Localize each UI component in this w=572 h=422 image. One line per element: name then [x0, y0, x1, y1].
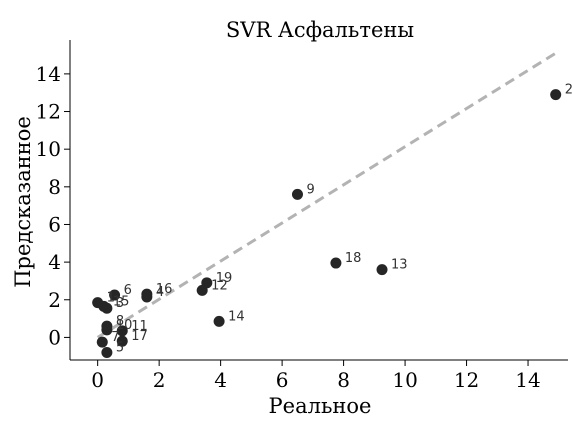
y-tick-label: 0 — [48, 325, 61, 349]
reference-line-layer — [96, 51, 557, 339]
y-tick-label: 6 — [48, 212, 61, 236]
y-tick-label: 2 — [48, 288, 61, 312]
data-point-2 — [550, 89, 562, 101]
point-label-2: 2 — [565, 83, 572, 98]
point-label-5: 5 — [116, 340, 124, 355]
point-label-11: 11 — [131, 319, 148, 334]
data-point-6 — [109, 289, 121, 301]
point-label-15: 15 — [113, 294, 130, 309]
x-tick-label: 12 — [454, 368, 479, 392]
x-tick-label: 14 — [515, 368, 540, 392]
data-point-5 — [101, 346, 113, 358]
data-point-14 — [213, 315, 225, 327]
x-tick-label: 0 — [91, 368, 104, 392]
point-label-4: 4 — [156, 285, 164, 300]
data-point-17 — [116, 335, 128, 347]
data-point-10 — [101, 324, 113, 336]
x-tick-label: 6 — [276, 368, 289, 392]
point-label-8: 8 — [116, 314, 124, 329]
x-axis-label: Реальное — [269, 394, 372, 418]
x-tick-label: 2 — [153, 368, 166, 392]
x-tick-label: 8 — [337, 368, 350, 392]
point-label-12: 12 — [211, 278, 228, 293]
point-label-3: 3 — [116, 296, 124, 311]
data-point-13 — [376, 264, 388, 276]
data-point-11 — [116, 325, 128, 337]
point-label-10: 10 — [116, 318, 133, 333]
points-layer — [92, 89, 562, 358]
y-tick-label: 14 — [36, 62, 61, 86]
point-label-14: 14 — [228, 309, 245, 324]
point-label-19: 19 — [216, 271, 233, 286]
point-label-1: 1 — [107, 291, 115, 306]
y-tick-label: 4 — [48, 250, 61, 274]
point-label-16: 16 — [156, 282, 173, 297]
y-axis-label: Предсказанное — [11, 116, 35, 288]
y-tick-label: 8 — [48, 175, 61, 199]
x-tick-label: 4 — [214, 368, 227, 392]
data-point-7 — [96, 336, 108, 348]
data-point-9 — [291, 188, 303, 200]
chart-title: SVR Асфальтены — [226, 18, 414, 42]
point-label-6: 6 — [124, 283, 132, 298]
reference-line — [96, 51, 557, 339]
data-point-18 — [330, 257, 342, 269]
x-tick-label: 10 — [392, 368, 417, 392]
y-tick-label: 10 — [36, 137, 61, 161]
point-label-13: 13 — [391, 258, 408, 273]
y-tick-label: 12 — [36, 100, 61, 124]
point-label-18: 18 — [345, 251, 362, 266]
data-point-3 — [101, 302, 113, 314]
point-label-17: 17 — [131, 329, 148, 344]
data-point-4 — [141, 291, 153, 303]
point-label-9: 9 — [306, 182, 314, 197]
point-label-7: 7 — [111, 330, 119, 345]
data-point-12 — [196, 284, 208, 296]
